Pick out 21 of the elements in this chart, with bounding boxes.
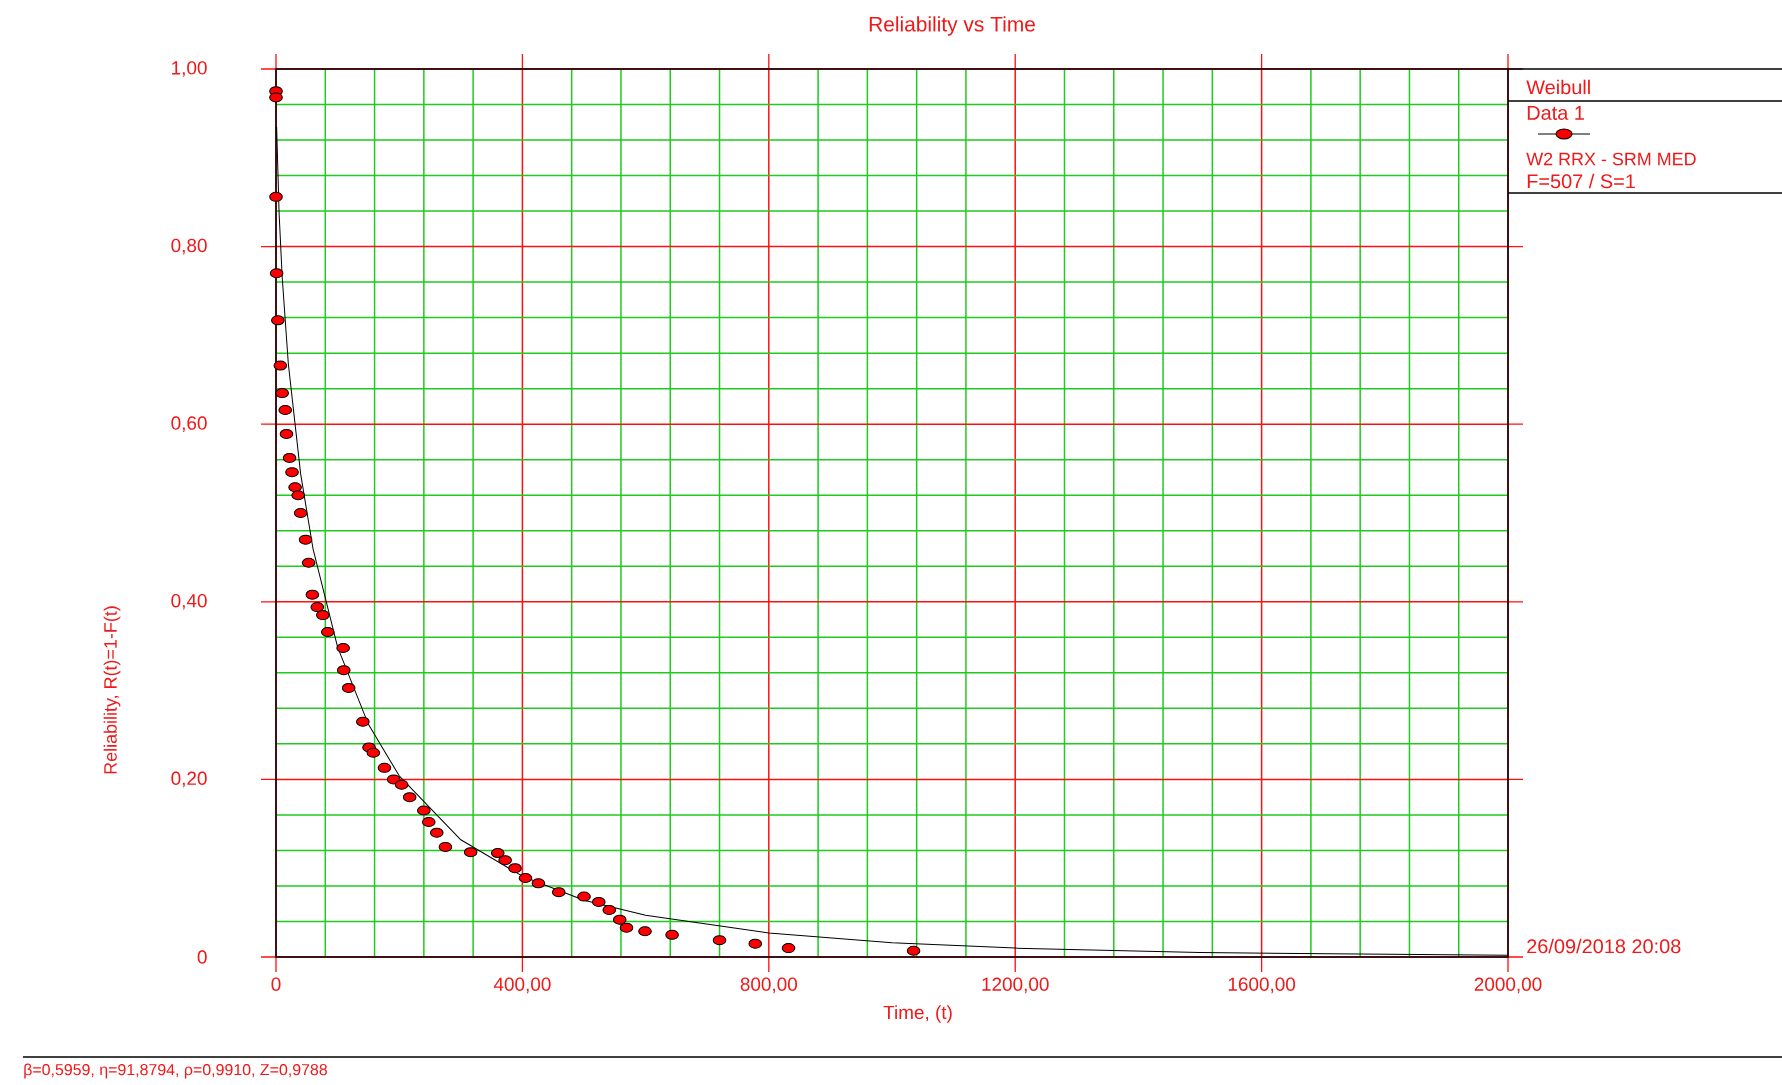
x-axis-title: Time, (t) [883,1005,952,1023]
y-tick-label: 0,60 [171,416,207,433]
y-tick-label: 0,40 [171,593,207,610]
text: F=507 / S=1 [1527,173,1635,189]
text: W2 RRX - SRM MED [1526,152,1696,166]
text: Data 1 [1527,106,1584,120]
chart-title: Reliability vs Time [869,16,1035,36]
legend-title: Weibull [1526,79,1590,95]
y-axis-title: Reliability, R(t)=1-F(t) [103,606,121,774]
x-tick-label: 2000,00 [1474,977,1542,994]
x-tick-label: 1200,00 [982,977,1049,994]
text: β=0,5959, η=91,8794, ρ=0,9910, Z=0,9788 [24,1063,327,1079]
y-tick-label: 0 [197,950,207,964]
y-tick-label: 0,20 [171,771,207,788]
text: 26/09/2018 20:08 [1527,938,1681,954]
y-tick-label: 1,00 [172,61,207,77]
y-tick-label: 0,80 [171,238,207,255]
x-tick-label: 400,00 [493,977,551,994]
x-tick-label: 1600,00 [1228,977,1296,994]
x-tick-label: 0 [271,977,281,991]
x-tick-label: 800,00 [740,977,797,994]
